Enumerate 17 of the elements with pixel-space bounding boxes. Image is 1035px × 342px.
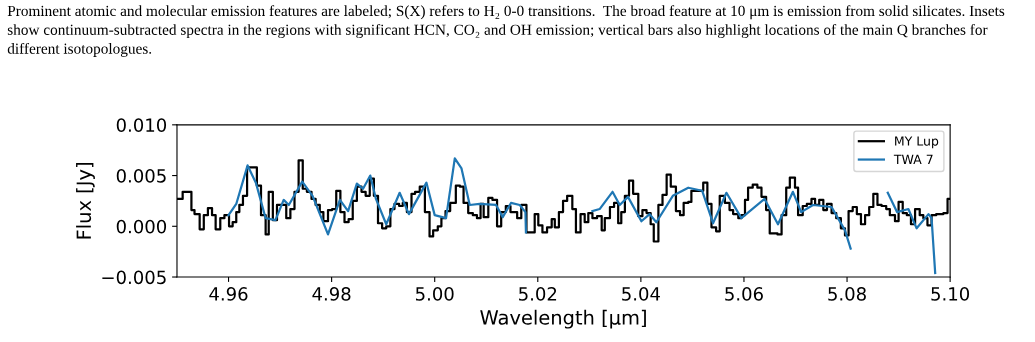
x-tick-label: 5.04 (622, 287, 660, 301)
y-tick-label: 0.005 (116, 169, 166, 183)
x-tick-label: 5.08 (828, 287, 866, 301)
y-tick-label: 0.000 (116, 219, 167, 234)
x-tick-label: 4.98 (312, 287, 351, 301)
x-tick-label: 4.96 (209, 287, 248, 301)
y-axis-title: Flux [Jy] (76, 163, 95, 239)
x-tick-label: 5.06 (725, 287, 763, 301)
legend-label: TWA 7 (893, 154, 933, 164)
x-axis-title: Wavelength [μm] (480, 309, 646, 329)
x-tick-label: 5.02 (519, 287, 557, 301)
text: Prominent atomic and molecular emission features are labeled; S(X) refers to H₂ 0-0 transitions. The broad feature at 10 μm is emission from solid silicates. Insets show continuum-subtracted spectra in the regions with significant HCN, CO₂ and OH emission; vertical bars also highlight locations of the main Q branches for different isotopologues. (7, 5, 1005, 57)
x-tick-label: 5.10 (931, 287, 970, 301)
y-tick-label: 0.010 (116, 118, 167, 132)
y-tick-label: −0.005 (102, 270, 166, 285)
x-tick-label: 5.00 (415, 287, 454, 301)
legend-label: MY Lup (895, 136, 939, 149)
